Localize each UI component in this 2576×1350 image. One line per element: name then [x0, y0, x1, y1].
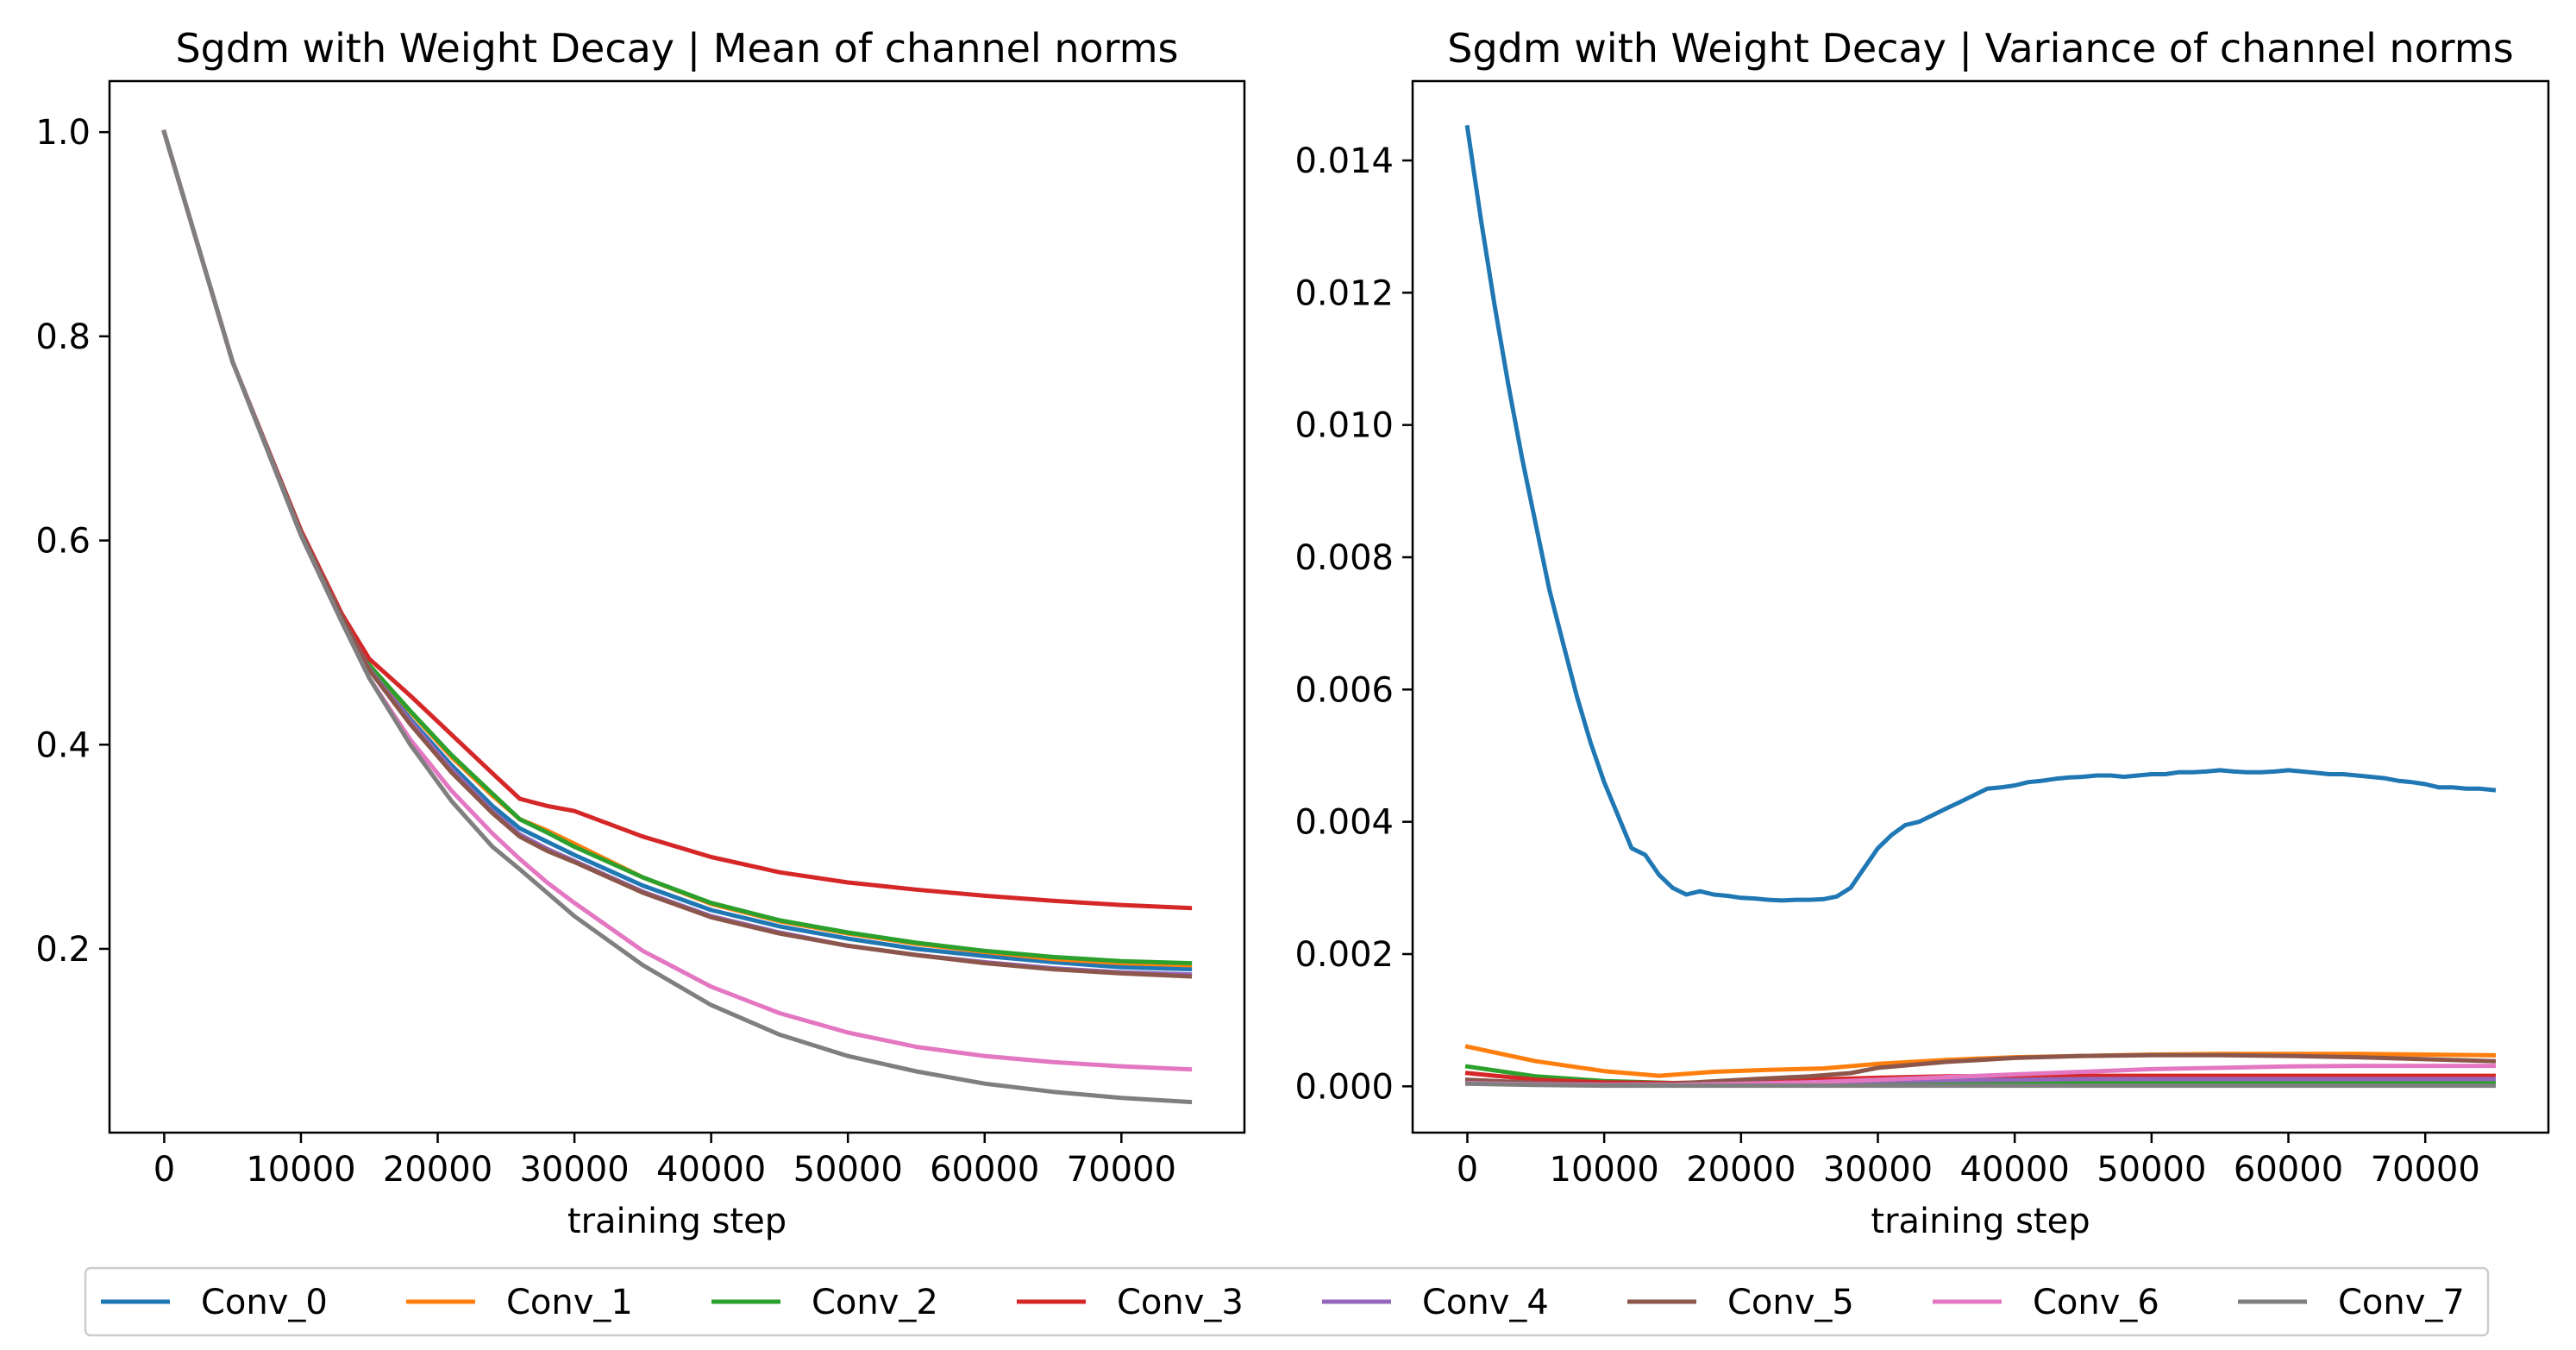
chart-right: Sgdm with Weight Decay | Variance of cha… [1294, 25, 2550, 1241]
series-line-conv-3 [161, 129, 1193, 911]
x-tick-label: 40000 [1960, 1150, 2070, 1190]
legend-label-conv-5: Conv_5 [1727, 1283, 1854, 1322]
legend-label-conv-4: Conv_4 [1422, 1283, 1549, 1322]
x-tick-label: 10000 [1550, 1150, 1659, 1190]
x-tick-label: 20000 [383, 1150, 492, 1190]
y-tick-label: 0.012 [1294, 273, 1394, 313]
x-tick-label: 40000 [656, 1150, 766, 1190]
chart-title: Sgdm with Weight Decay | Mean of channel… [175, 25, 1178, 72]
y-tick-label: 0.004 [1294, 803, 1394, 843]
axes-frame [1411, 79, 2550, 1134]
x-tick-label: 0 [1457, 1150, 1478, 1190]
y-tick-label: 0.008 [1294, 538, 1394, 578]
legend: Conv_0 Conv_1 Conv_2 Conv_3 Conv_4 Conv_5 Conv… [84, 1266, 2490, 1337]
y-tick-label: 0.014 [1294, 141, 1394, 181]
chart-left: Sgdm with Weight Decay | Mean of channel… [35, 25, 1246, 1241]
chart-title: Sgdm with Weight Decay | Variance of cha… [1447, 25, 2513, 72]
x-axis-label: training step [567, 1202, 787, 1241]
y-tick-label: 0.006 [1294, 670, 1394, 710]
legend-label-conv-0: Conv_0 [201, 1283, 328, 1322]
series-line-conv-1 [161, 129, 1193, 968]
y-tick-label: 0.4 [35, 725, 91, 765]
series-line-conv-0 [1464, 124, 2497, 903]
x-tick-label: 10000 [246, 1150, 355, 1190]
legend-box [84, 1266, 2490, 1337]
x-tick-label: 0 [154, 1150, 175, 1190]
series-line-conv-0 [161, 129, 1193, 972]
legend-label-conv-2: Conv_2 [812, 1283, 938, 1322]
x-tick-label: 50000 [2097, 1150, 2206, 1190]
y-tick-label: 0.010 [1294, 406, 1394, 446]
x-tick-label: 50000 [793, 1150, 903, 1190]
series-line-conv-7 [1464, 1081, 2496, 1089]
legend-label-conv-7: Conv_7 [2338, 1283, 2465, 1322]
y-tick-label: 0.8 [35, 317, 91, 357]
legend-label-conv-6: Conv_6 [2033, 1283, 2159, 1322]
y-tick-label: 0.6 [35, 522, 91, 562]
series-line-conv-2 [161, 129, 1193, 966]
y-tick-label: 0.000 [1294, 1067, 1394, 1107]
legend-label-conv-1: Conv_1 [506, 1283, 633, 1322]
series-line-conv-5 [161, 129, 1193, 979]
y-tick-label: 0.002 [1294, 935, 1394, 975]
series-line-conv-6 [161, 129, 1193, 1072]
x-tick-label: 60000 [930, 1150, 1039, 1190]
series-line-conv-7 [161, 129, 1193, 1105]
x-tick-label: 30000 [1823, 1150, 1933, 1190]
y-tick-label: 1.0 [35, 113, 91, 153]
x-tick-label: 70000 [1067, 1150, 1176, 1190]
x-axis-label: training step [1871, 1202, 2090, 1241]
x-tick-label: 30000 [519, 1150, 629, 1190]
y-tick-label: 0.2 [35, 930, 91, 970]
x-tick-label: 20000 [1686, 1150, 1796, 1190]
x-tick-label: 60000 [2234, 1150, 2343, 1190]
x-tick-label: 70000 [2371, 1150, 2480, 1190]
legend-label-conv-3: Conv_3 [1117, 1283, 1244, 1322]
axes-frame [108, 79, 1246, 1134]
